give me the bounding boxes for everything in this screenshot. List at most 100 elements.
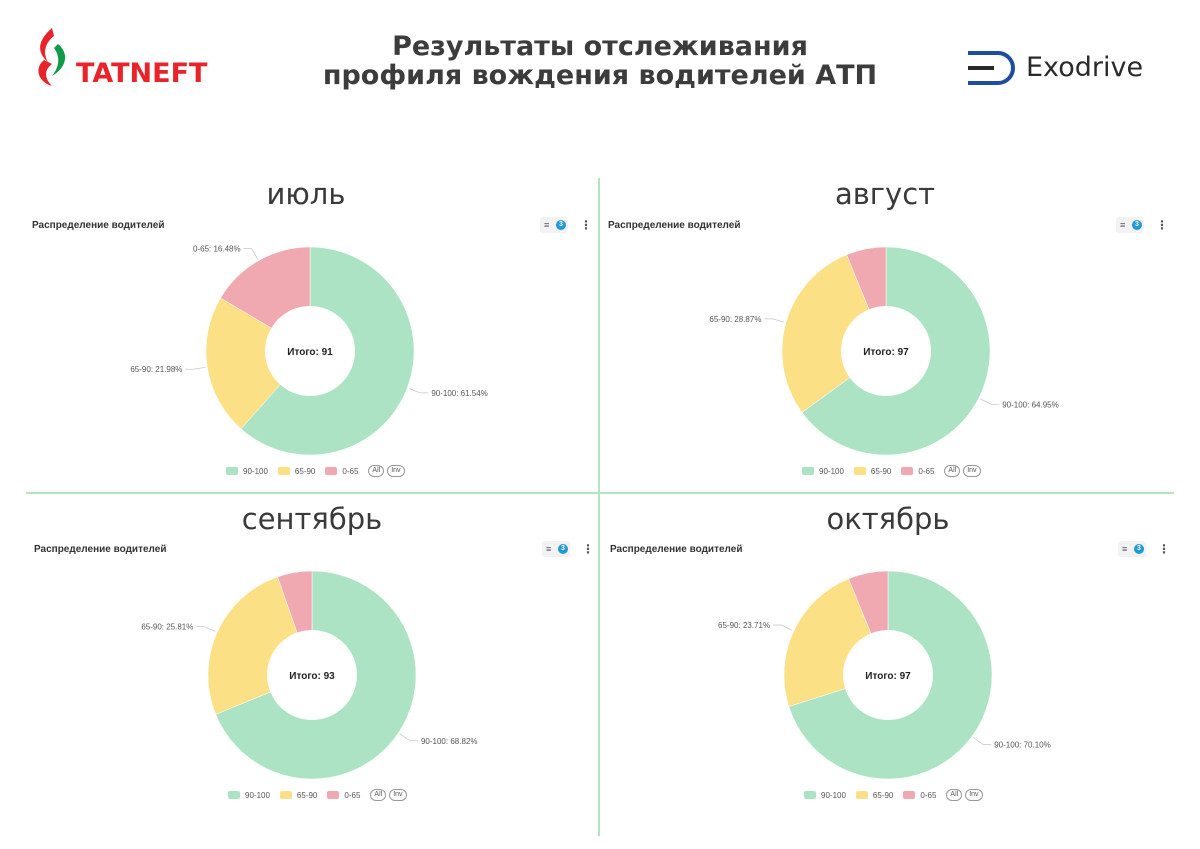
- page-title: Результаты отслеживания профиля вождения…: [300, 32, 900, 90]
- donut-hole: [267, 630, 357, 720]
- legend-swatch: [901, 467, 914, 475]
- panel-title: Распределение водителей: [610, 544, 743, 555]
- legend-swatch: [853, 467, 866, 475]
- slice-leader-line: [243, 248, 258, 260]
- legend-label: 65-90: [296, 790, 318, 800]
- donut-center-total: Итого: 93: [289, 671, 335, 682]
- legend-item-0-65[interactable]: 0-65: [327, 791, 360, 800]
- legend-item-65-90[interactable]: 65-90: [853, 467, 891, 476]
- donut-hole: [843, 630, 933, 720]
- legend-invert-button[interactable]: Inv: [965, 789, 983, 801]
- grid-divider-vertical: [598, 178, 600, 836]
- chart-panel-september: Распределение водителей ≡ 3 ⋮ 90-100: 68.82%…: [28, 532, 598, 812]
- legend-swatch: [325, 467, 338, 475]
- filter-icon: ≡: [546, 544, 552, 554]
- page-title-line-2: профиля вождения водителей АТП: [322, 60, 878, 91]
- legend-label: 90-100: [821, 790, 846, 800]
- legend-all-button[interactable]: All: [368, 465, 385, 477]
- filter-count-badge: 3: [1132, 220, 1142, 230]
- legend-all-button[interactable]: All: [946, 789, 963, 801]
- legend-item-65-90[interactable]: 65-90: [855, 790, 894, 800]
- slice-leader-line: [196, 626, 216, 632]
- legend-swatch: [327, 791, 340, 799]
- month-title-july: июль: [266, 177, 346, 211]
- donut-hole: [841, 306, 931, 396]
- slice-leader-line: [980, 398, 1000, 405]
- donut-chart: 90-100: 70.10% 65-90: 23.71% Итого: 97: [718, 570, 1051, 780]
- filter-icon: ≡: [544, 220, 550, 230]
- legend-swatch: [279, 791, 292, 799]
- filter-button[interactable]: ≡ 3: [1118, 541, 1146, 557]
- exodrive-logo-text: Exodrive: [1026, 52, 1144, 83]
- legend-swatch: [802, 467, 814, 475]
- donut-chart: 90-100: 64.95% 65-90: 28.87% Итого: 97: [709, 246, 1059, 456]
- donut-center-total: Итого: 91: [287, 347, 333, 358]
- filter-icon: ≡: [1120, 220, 1126, 230]
- donut-chart: 90-100: 68.82% 65-90: 25.81% Итого: 93: [141, 570, 478, 780]
- chart-panel-july: Распределение водителей ≡ 3 ⋮ 90-100: 61.54%…: [26, 208, 596, 488]
- legend-label: 0-65: [920, 790, 937, 800]
- legend-invert-button[interactable]: Inv: [389, 789, 407, 801]
- chart-legend: 90-100 65-90 0-65 All Inv: [804, 788, 986, 802]
- legend-item-90-100[interactable]: 90-100: [804, 791, 846, 800]
- pie-slice-65-90[interactable]: [205, 297, 311, 430]
- slice-leader-line: [773, 624, 793, 631]
- legend-label: 0-65: [342, 466, 359, 476]
- month-title-september: сентябрь: [241, 502, 383, 536]
- slice-label-65-90: 65-90: 28.87%: [709, 315, 761, 324]
- slice-leader-line: [408, 388, 429, 394]
- legend-item-90-100[interactable]: 90-100: [802, 467, 844, 476]
- legend-item-0-65[interactable]: 0-65: [903, 791, 936, 800]
- slice-leader-line: [973, 737, 992, 746]
- legend-label: 65-90: [294, 466, 316, 476]
- chart-panel-august: Распределение водителей ≡ 3 ⋮ 90-100: 64.95%…: [602, 208, 1172, 488]
- donut-chart: 90-100: 61.54% 65-90: 21.98% 0-65: 16.48% И…: [130, 244, 488, 456]
- legend-swatch: [228, 791, 240, 799]
- legend-label: 65-90: [872, 790, 894, 800]
- month-title-october: октябрь: [826, 502, 950, 536]
- filter-button[interactable]: ≡ 3: [1116, 217, 1144, 233]
- donut-hole: [265, 306, 355, 396]
- donut-center-total: Итого: 97: [863, 347, 909, 358]
- legend-invert-button[interactable]: Inv: [387, 465, 405, 477]
- legend-swatch: [226, 467, 238, 475]
- filter-count-badge: 3: [556, 220, 566, 230]
- chart-legend: 90-100 65-90 0-65 All Inv: [802, 464, 984, 478]
- exodrive-mark-icon: [968, 51, 1015, 85]
- slice-leader-line: [764, 318, 785, 323]
- filter-count-badge: 3: [1134, 544, 1144, 554]
- slice-label-0-65: 0-65: 16.48%: [193, 244, 241, 253]
- chart-legend: 90-100 65-90 0-65 All Inv: [228, 788, 410, 802]
- legend-label: 90-100: [819, 466, 844, 476]
- legend-item-0-65[interactable]: 0-65: [901, 467, 934, 476]
- filter-button[interactable]: ≡ 3: [542, 541, 570, 557]
- legend-all-button[interactable]: All: [370, 789, 387, 801]
- legend-item-65-90[interactable]: 65-90: [277, 466, 316, 476]
- filter-button[interactable]: ≡ 3: [540, 217, 568, 233]
- legend-item-90-100[interactable]: 90-100: [228, 791, 270, 800]
- slice-label-90-100: 90-100: 64.95%: [1002, 400, 1059, 409]
- tatneft-flame-icon: TATNEFT: [38, 28, 208, 89]
- pie-slice-65-90[interactable]: [781, 254, 887, 413]
- legend-swatch: [903, 791, 916, 799]
- slice-label-90-100: 90-100: 68.82%: [421, 737, 478, 746]
- legend-item-0-65[interactable]: 0-65: [325, 467, 358, 476]
- tatneft-logo: TATNEFT: [30, 26, 270, 90]
- legend-invert-button[interactable]: Inv: [963, 465, 981, 477]
- grid-divider-horizontal: [26, 492, 1174, 494]
- legend-item-65-90[interactable]: 65-90: [279, 790, 318, 800]
- slice-leader-line: [185, 366, 206, 370]
- legend-label: 90-100: [245, 790, 270, 800]
- panel-title: Распределение водителей: [608, 220, 741, 231]
- tatneft-logo-text: TATNEFT: [76, 58, 208, 89]
- filter-icon: ≡: [1122, 544, 1128, 554]
- page-title-line-1: Результаты отслеживания: [392, 31, 808, 62]
- legend-item-90-100[interactable]: 90-100: [226, 467, 268, 476]
- legend-swatch: [855, 791, 868, 799]
- chart-panel-october: Распределение водителей ≡ 3 ⋮ 90-100: 70.10%…: [604, 532, 1174, 812]
- slice-label-65-90: 65-90: 23.71%: [718, 621, 770, 630]
- legend-label: 0-65: [918, 466, 935, 476]
- legend-all-button[interactable]: All: [944, 465, 961, 477]
- filter-count-badge: 3: [558, 544, 568, 554]
- exodrive-logo: Exodrive: [962, 46, 1172, 90]
